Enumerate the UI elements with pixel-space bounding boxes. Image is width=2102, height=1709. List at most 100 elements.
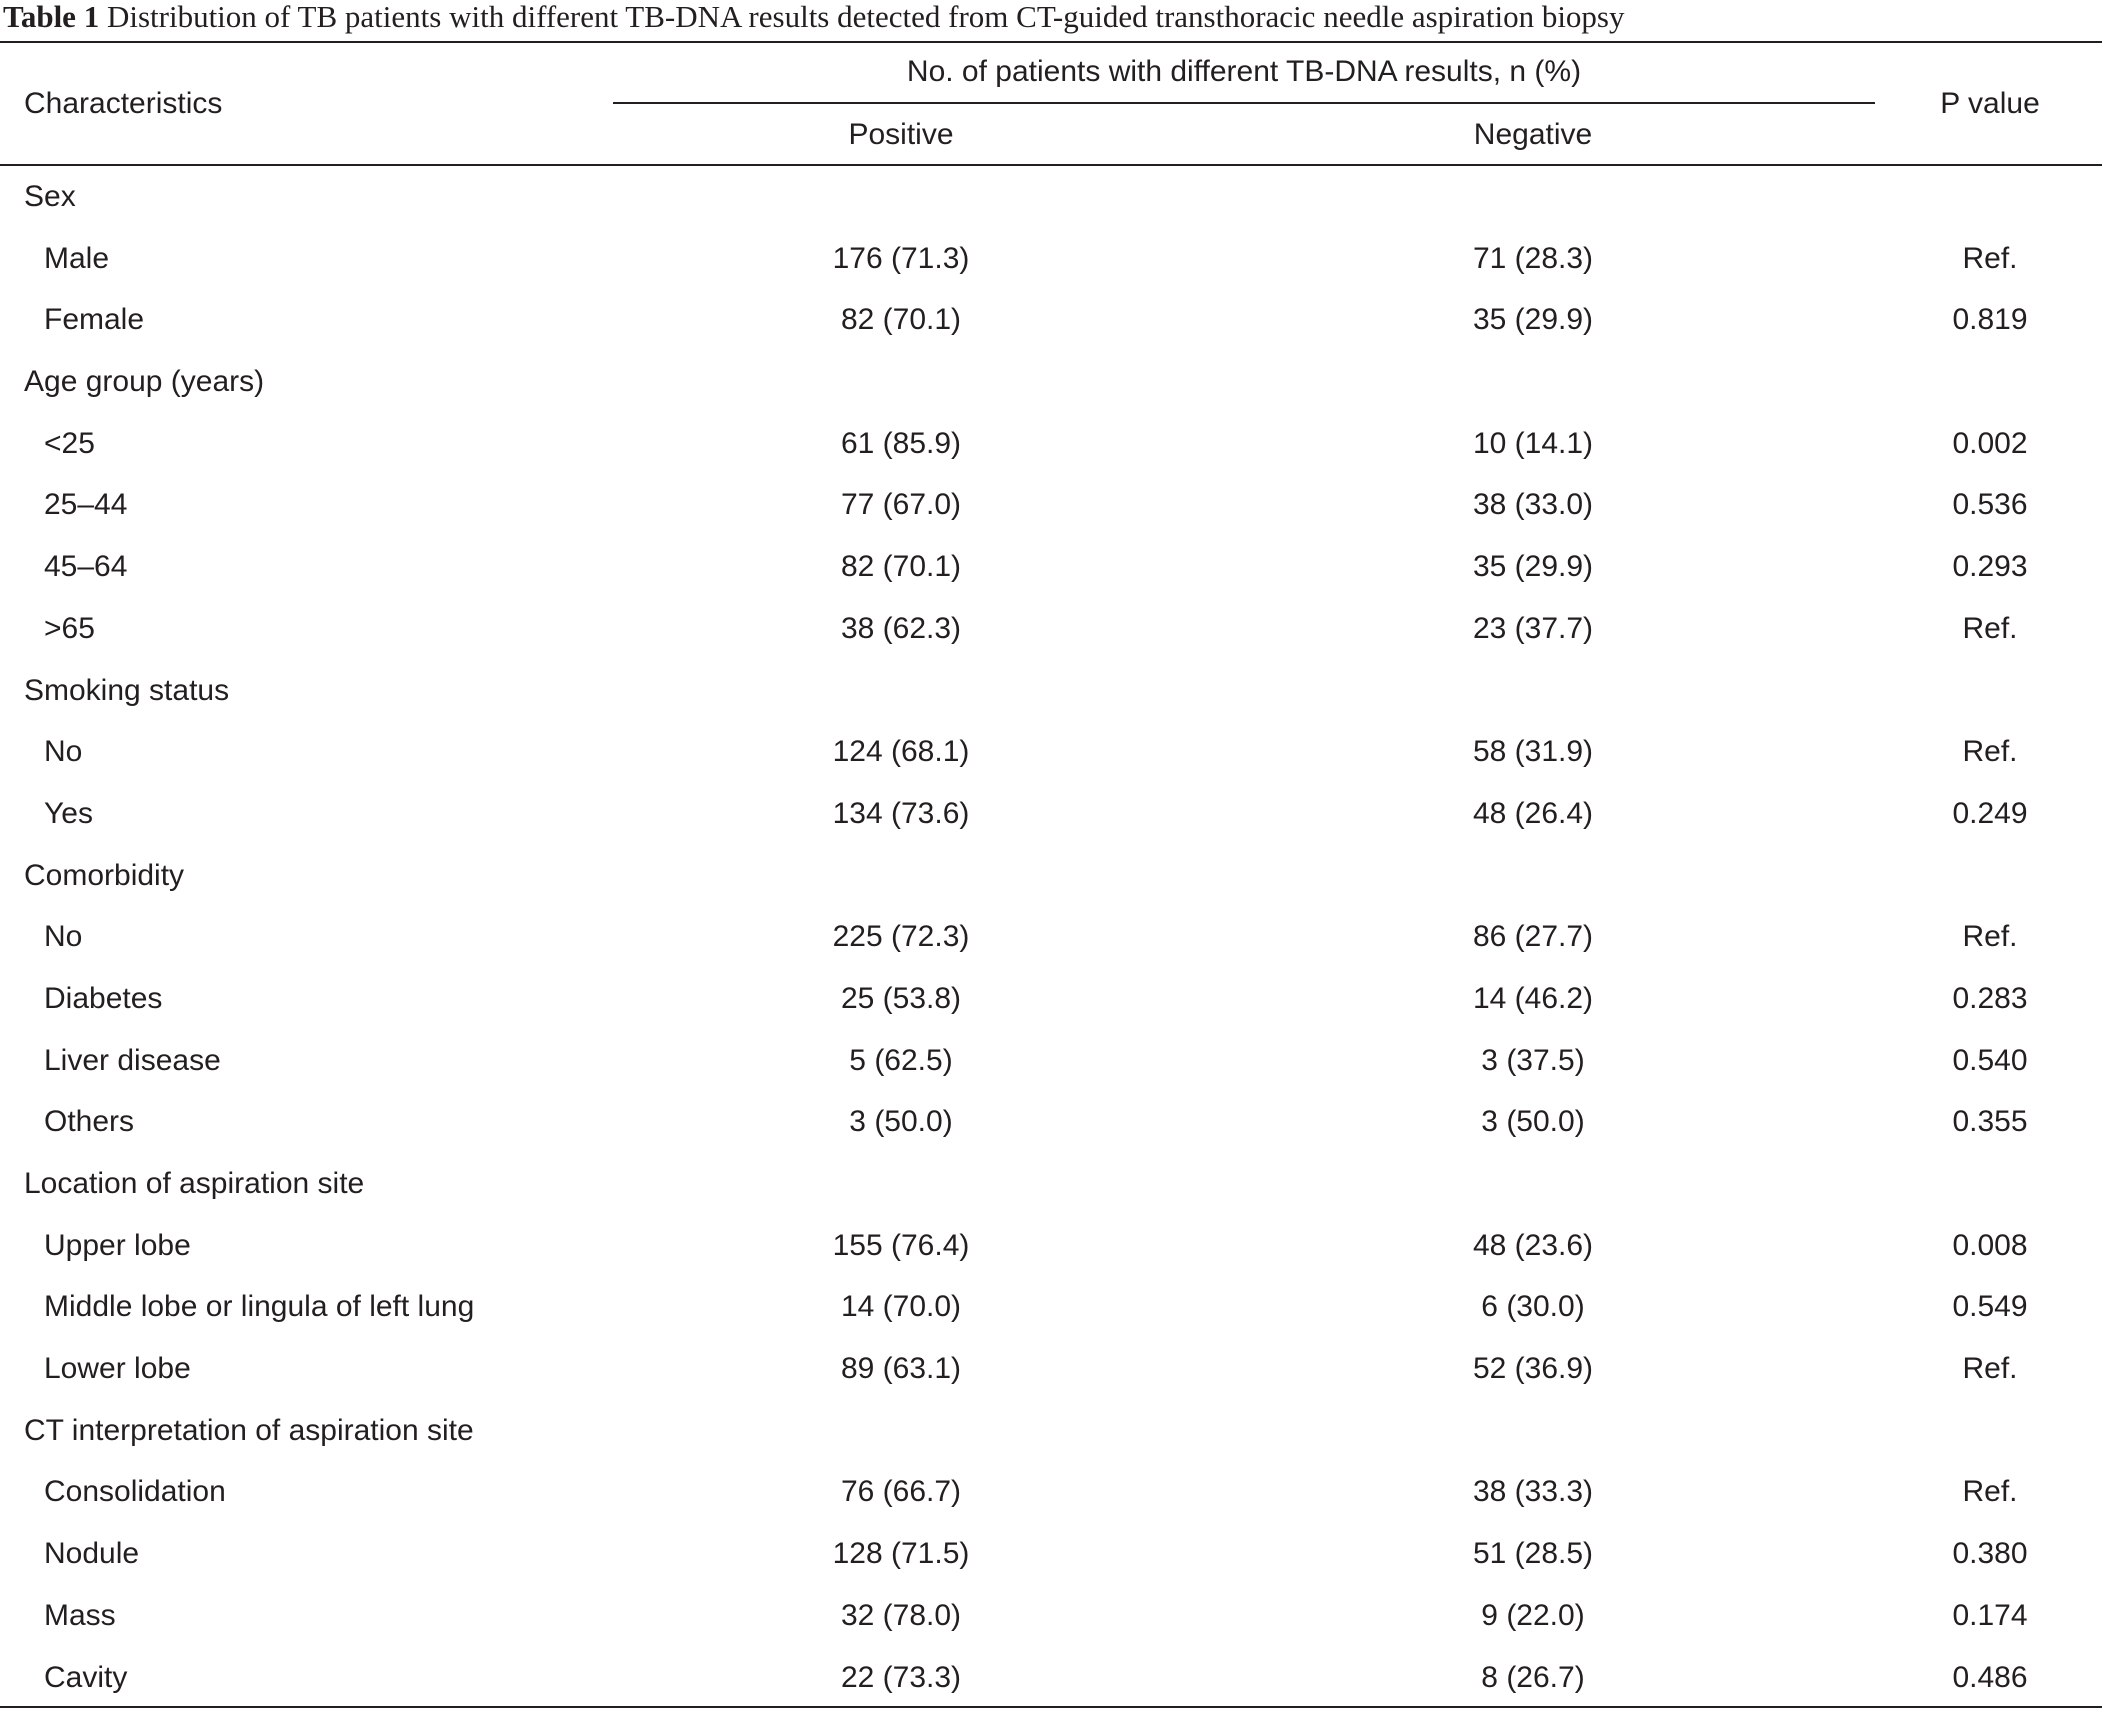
cell-positive: 61 (85.9) [840, 426, 962, 460]
cell-p-value: 0.486 [1952, 1660, 2028, 1694]
cell-p-value: 0.293 [1952, 550, 2028, 584]
cell-negative: 48 (26.4) [1472, 796, 1594, 830]
cell-p-value: 0.249 [1952, 796, 2028, 830]
cell-positive: 3 (50.0) [849, 1105, 953, 1139]
header-bottom-rule [0, 164, 2102, 166]
table-bottom-rule [0, 1706, 2102, 1708]
cell-p-value: Ref. [1962, 1475, 2018, 1509]
cell-positive: 5 (62.5) [849, 1043, 953, 1077]
section-label: Comorbidity [24, 858, 185, 892]
row-label: Consolidation [44, 1475, 226, 1509]
cell-positive: 225 (72.3) [832, 920, 970, 954]
table-row: No 225 (72.3) 86 (27.7) Ref. [0, 906, 2102, 968]
cell-p-value: Ref. [1962, 611, 2018, 645]
row-label: Diabetes [44, 981, 163, 1015]
cell-positive: 82 (70.1) [840, 303, 962, 337]
cell-positive: 176 (71.3) [832, 241, 970, 275]
cell-positive: 22 (73.3) [840, 1660, 962, 1694]
cell-p-value: 0.002 [1952, 426, 2028, 460]
cell-negative: 71 (28.3) [1472, 241, 1594, 275]
table-caption: Table 1 Distribution of TB patients with… [3, 0, 2099, 40]
table-row: Consolidation 76 (66.7) 38 (33.3) Ref. [0, 1461, 2102, 1523]
cell-positive: 32 (78.0) [840, 1598, 962, 1632]
table-row: Lower lobe 89 (63.1) 52 (36.9) Ref. [0, 1338, 2102, 1400]
cell-p-value: 0.008 [1952, 1228, 2028, 1262]
cell-p-value: 0.819 [1952, 303, 2028, 337]
header-result-group: No. of patients with different TB-DNA re… [906, 55, 1582, 88]
table-row: <25 61 (85.9) 10 (14.1) 0.002 [0, 413, 2102, 475]
table-row: Others 3 (50.0) 3 (50.0) 0.355 [0, 1091, 2102, 1153]
table-row: Middle lobe or lingula of left lung 14 (7… [0, 1276, 2102, 1338]
cell-p-value: 0.355 [1952, 1105, 2028, 1139]
cell-negative: 23 (37.7) [1472, 611, 1594, 645]
row-label: No [44, 920, 83, 954]
row-label: 45–64 [44, 550, 128, 584]
row-label: Lower lobe [44, 1352, 191, 1386]
cell-positive: 38 (62.3) [840, 611, 962, 645]
row-label: Upper lobe [44, 1228, 191, 1262]
cell-negative: 35 (29.9) [1472, 550, 1594, 584]
cell-negative: 8 (26.7) [1481, 1660, 1585, 1694]
section-label: Location of aspiration site [24, 1167, 365, 1200]
section-row: Smoking status [0, 660, 2102, 722]
row-label: 25–44 [44, 488, 128, 522]
row-label: Female [44, 303, 145, 337]
row-label: Liver disease [44, 1043, 221, 1077]
cell-positive: 77 (67.0) [840, 488, 962, 522]
cell-p-value: 0.536 [1952, 488, 2028, 522]
cell-negative: 6 (30.0) [1481, 1290, 1585, 1324]
cell-positive: 25 (53.8) [840, 981, 962, 1015]
cell-p-value: 0.174 [1952, 1598, 2028, 1632]
section-row: Sex [0, 166, 2102, 228]
table-row: 25–44 77 (67.0) 38 (33.0) 0.536 [0, 474, 2102, 536]
header-positive: Positive [848, 118, 954, 151]
table-row: 45–64 82 (70.1) 35 (29.9) 0.293 [0, 536, 2102, 598]
cell-negative: 9 (22.0) [1481, 1598, 1585, 1632]
section-label: Sex [24, 180, 76, 213]
section-row: Age group (years) [0, 351, 2102, 413]
table-row: Cavity 22 (73.3) 8 (26.7) 0.486 [0, 1647, 2102, 1709]
section-label: Age group (years) [24, 365, 265, 399]
cell-negative: 48 (23.6) [1472, 1228, 1594, 1262]
section-label: Smoking status [24, 673, 230, 707]
cell-p-value: Ref. [1962, 1352, 2018, 1386]
cell-negative: 58 (31.9) [1472, 735, 1594, 769]
cell-negative: 3 (37.5) [1481, 1043, 1585, 1077]
cell-p-value: Ref. [1962, 735, 2018, 769]
section-row: Location of aspiration site [0, 1153, 2102, 1215]
section-row: CT interpretation of aspiration site [0, 1400, 2102, 1462]
row-label: Cavity [44, 1660, 128, 1694]
row-label: Nodule [44, 1537, 140, 1571]
table-row: Male 176 (71.3) 71 (28.3) Ref. [0, 228, 2102, 290]
cell-positive: 128 (71.5) [832, 1537, 970, 1571]
section-label: CT interpretation of aspiration site [24, 1413, 474, 1447]
table-row: >65 38 (62.3) 23 (37.7) Ref. [0, 598, 2102, 660]
row-label: No [44, 735, 83, 769]
cell-negative: 51 (28.5) [1472, 1537, 1594, 1571]
cell-negative: 14 (46.2) [1472, 981, 1594, 1015]
table-row: Mass 32 (78.0) 9 (22.0) 0.174 [0, 1585, 2102, 1647]
header-group-rule [613, 102, 1875, 104]
cell-negative: 10 (14.1) [1472, 426, 1594, 460]
cell-negative: 35 (29.9) [1472, 303, 1594, 337]
table-row: Nodule 128 (71.5) 51 (28.5) 0.380 [0, 1523, 2102, 1585]
table-row: No 124 (68.1) 58 (31.9) Ref. [0, 721, 2102, 783]
row-label: >65 [44, 611, 95, 645]
table-row: Liver disease 5 (62.5) 3 (37.5) 0.540 [0, 1030, 2102, 1092]
cell-negative: 38 (33.3) [1472, 1475, 1594, 1509]
table-caption-label: Table 1 [3, 0, 100, 34]
cell-p-value: 0.283 [1952, 981, 2028, 1015]
header-characteristics: Characteristics [24, 87, 223, 120]
header-negative: Negative [1473, 118, 1593, 151]
cell-p-value: 0.380 [1952, 1537, 2028, 1571]
row-label: Yes [44, 796, 93, 830]
row-label: Mass [44, 1598, 116, 1632]
table-body: Sex Male 176 (71.3) 71 (28.3) Ref. Female 82 (… [0, 166, 2102, 1708]
table-top-rule [0, 41, 2102, 43]
cell-positive: 155 (76.4) [832, 1228, 970, 1262]
cell-positive: 14 (70.0) [840, 1290, 962, 1324]
cell-positive: 76 (66.7) [840, 1475, 962, 1509]
cell-positive: 82 (70.1) [840, 550, 962, 584]
table-caption-text: Distribution of TB patients with differe… [106, 0, 1625, 34]
cell-p-value: Ref. [1962, 920, 2018, 954]
